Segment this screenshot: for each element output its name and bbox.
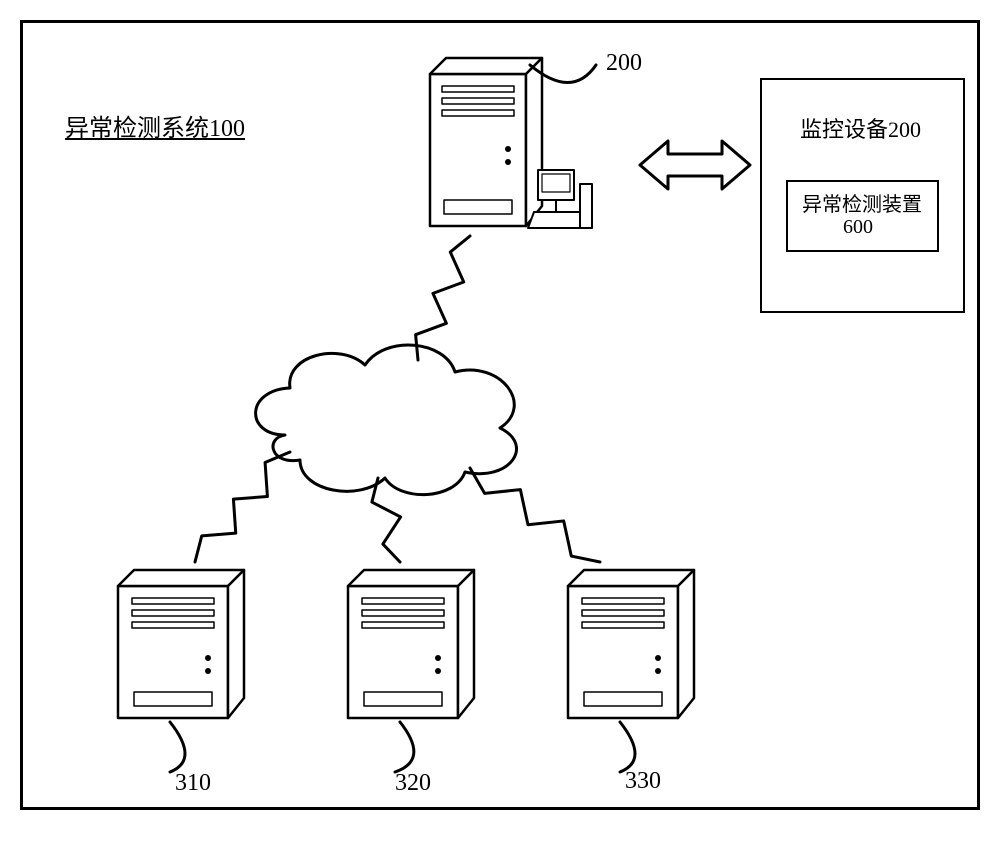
top-server-label: 200: [606, 50, 642, 77]
diagram-title: 异常检测系统100: [65, 108, 245, 143]
side-panel-inner-title: 异常检测装置: [802, 188, 922, 217]
cloud-label: 数据网络: [347, 405, 443, 440]
diagram-canvas: 异常检测系统100 监控设备200 异常检测装置 600 200 数据网络 31…: [0, 0, 1000, 844]
bottom-server-label-2: 330: [625, 768, 661, 795]
side-panel-title: 监控设备200: [800, 112, 921, 144]
side-panel-inner-number: 600: [843, 216, 873, 239]
bottom-server-label-0: 310: [175, 770, 211, 797]
bottom-server-label-1: 320: [395, 770, 431, 797]
